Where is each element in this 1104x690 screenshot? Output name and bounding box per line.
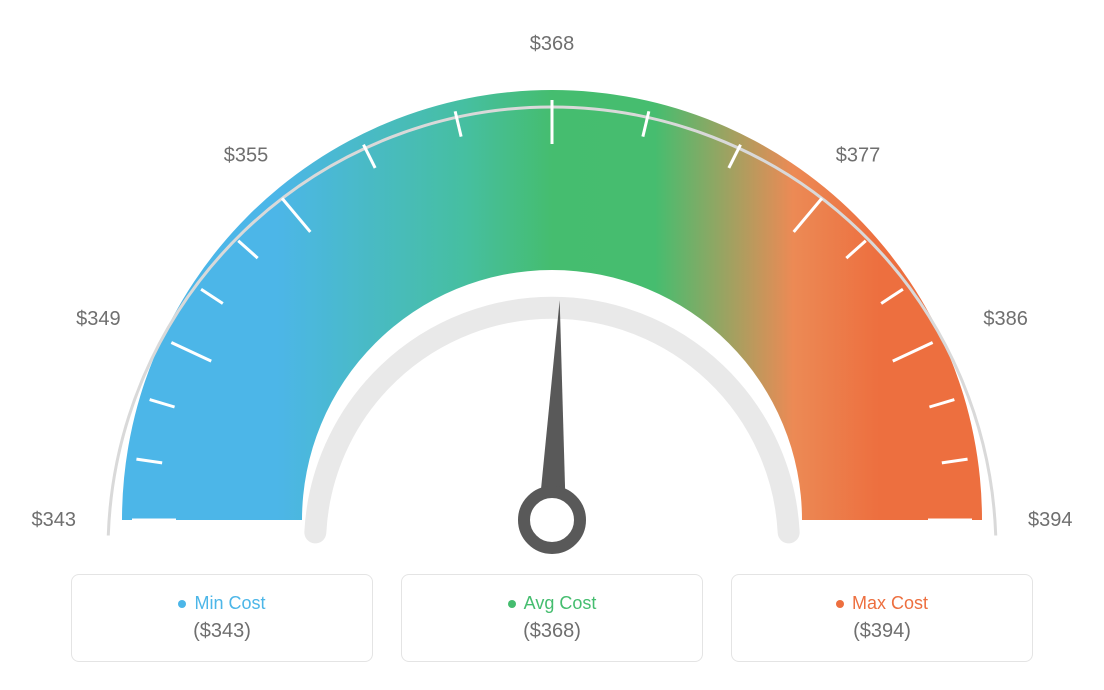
tick-label: $394 xyxy=(1028,509,1073,531)
tick-label: $386 xyxy=(983,308,1028,330)
tick-label: $355 xyxy=(224,144,269,166)
legend-label-min: Min Cost xyxy=(194,593,265,614)
legend-value-min: ($343) xyxy=(193,620,251,643)
tick-label: $343 xyxy=(32,509,77,531)
legend-dot-avg xyxy=(508,600,516,608)
cost-gauge-chart: $343 $349 $355 $368 $377 $386 $394 Min Cost ($… xyxy=(0,0,1104,690)
legend-card-max: Max Cost ($394) xyxy=(731,574,1033,662)
legend-label-max: Max Cost xyxy=(852,593,928,614)
legend-card-avg: Avg Cost ($368) xyxy=(401,574,703,662)
legend-label-avg: Avg Cost xyxy=(524,593,597,614)
legend-card-min: Min Cost ($343) xyxy=(71,574,373,662)
legend-dot-max xyxy=(836,600,844,608)
gauge-hub xyxy=(524,492,580,548)
tick-label: $377 xyxy=(836,144,881,166)
gauge-svg: $343 $349 $355 $368 $377 $386 $394 xyxy=(0,0,1104,570)
legend-value-max: ($394) xyxy=(853,620,911,643)
tick-label: $349 xyxy=(76,308,121,330)
legend-row: Min Cost ($343) Avg Cost ($368) Max Cost… xyxy=(0,574,1104,662)
tick-label: $368 xyxy=(530,33,575,55)
legend-dot-min xyxy=(178,600,186,608)
legend-value-avg: ($368) xyxy=(523,620,581,643)
